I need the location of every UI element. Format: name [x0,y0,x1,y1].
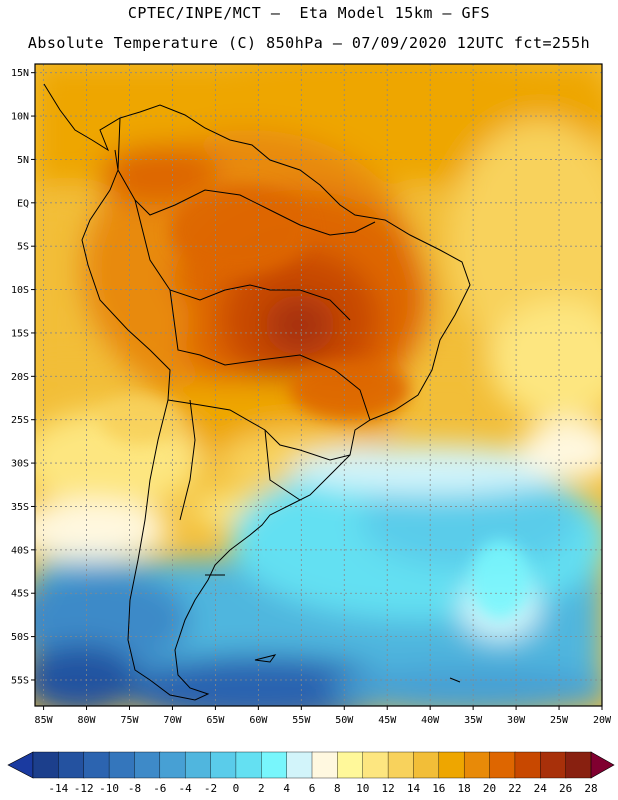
colorbar-swatch [514,751,541,779]
colorbar-swatch [387,751,415,779]
lat-tick-label: 30S [11,459,29,470]
colorbar-swatch [184,751,212,779]
colorbar-tick-label: -2 [204,782,217,795]
grid-lines [35,64,602,706]
colorbar: -14 -12 -10 -8 -6 -4 -2 0 2 4 6 8 10 12 14 16 18 20 22 24 26… [7,751,615,795]
colorbar-swatch [540,751,567,779]
colorbar-tick-label: 4 [283,782,290,795]
colorbar-tick-label: -10 [99,782,119,795]
colorbar-swatch [58,751,85,779]
colorbar-swatch [565,751,592,779]
colorbar-tick-label: -6 [153,782,166,795]
colorbar-tick-label: 12 [381,782,394,795]
colorbar-tick-label: -8 [128,782,141,795]
colorbar-swatch [362,751,389,779]
lat-tick-label: 40S [11,545,29,556]
colorbar-swatch [108,751,136,779]
colorbar-over-arrow [590,751,615,779]
colorbar-swatch [413,751,440,779]
lon-tick-label: 75W [120,715,139,726]
colorbar-tick-label: 16 [432,782,445,795]
colorbar-tick-label: 6 [309,782,316,795]
colorbar-swatch [261,751,288,779]
colorbar-swatch [83,751,110,779]
colorbar-tick-label: -14 [48,782,68,795]
lat-tick-label: 10S [11,285,29,296]
lat-tick-label: 45S [11,589,29,600]
colorbar-tick-label: 22 [508,782,521,795]
lon-tick-label: 65W [206,715,225,726]
lon-tick-label: 70W [163,715,182,726]
longitude-labels: 85W 80W 75W 70W 65W 60W 55W 50W 45W 40W 35W 30W 25W 2… [35,706,612,726]
lon-tick-label: 20W [593,715,612,726]
lat-tick-label: 25S [11,415,29,426]
colorbar-swatch [32,751,60,779]
lat-tick-label: 50S [11,632,29,643]
lat-tick-label: 5S [17,242,29,253]
lon-tick-label: 55W [292,715,311,726]
lon-tick-label: 60W [249,715,268,726]
lat-tick-label: 15N [11,68,29,79]
lon-tick-label: 45W [378,715,397,726]
colorbar-swatch [438,751,465,779]
lon-tick-label: 80W [78,715,97,726]
colorbar-tick-label: 24 [534,782,548,795]
colorbar-swatch [286,751,313,779]
colorbar-tick-label: 14 [407,782,421,795]
lat-tick-label: 10N [11,112,29,123]
colorbar-under-arrow [7,751,34,779]
lat-tick-label: 55S [11,675,29,686]
coastline-outline [43,83,471,701]
colorbar-tick-label: 20 [483,782,496,795]
lon-tick-label: 40W [421,715,440,726]
colorbar-tick-label: -12 [74,782,94,795]
colorbar-tick-label: 2 [258,782,265,795]
lon-tick-label: 25W [550,715,569,726]
map-frame [34,63,603,707]
colorbar-swatch [210,751,237,779]
lon-tick-label: 85W [35,715,54,726]
lat-tick-label: 35S [11,502,29,513]
colorbar-tick-label: 26 [559,782,572,795]
lat-tick-label: 5N [17,155,29,166]
lon-tick-label: 30W [507,715,526,726]
colorbar-tick-label: 10 [356,782,369,795]
colorbar-swatch [311,751,339,779]
colorbar-swatch [134,751,161,779]
lat-tick-label: 20S [11,372,29,383]
colorbar-tick-label: 0 [233,782,240,795]
colorbar-swatch [489,751,516,779]
lon-tick-label: 50W [335,715,354,726]
colorbar-swatch [159,751,186,779]
lat-tick-label: 15S [11,328,29,339]
temperature-field [35,64,602,706]
lon-tick-label: 35W [464,715,483,726]
colorbar-tick-label: 8 [334,782,341,795]
chart-title: CPTEC/INPE/MCT – Eta Model 15km – GFS [127,4,491,22]
latitude-labels: 15N 10N 5N EQ 5S 10S 15S 20S 25S 30S 35S 40S 45S 50S 5… [11,68,35,686]
lat-tick-label: EQ [17,198,29,209]
colorbar-tick-label: 18 [458,782,471,795]
colorbar-swatch [463,751,491,779]
colorbar-tick-label: 28 [584,782,597,795]
colorbar-tick-label: -4 [179,782,193,795]
chart-subtitle: Absolute Temperature (C) 850hPa – 07/09/… [27,34,591,52]
colorbar-swatch [337,751,364,779]
colorbar-swatch [235,751,262,779]
